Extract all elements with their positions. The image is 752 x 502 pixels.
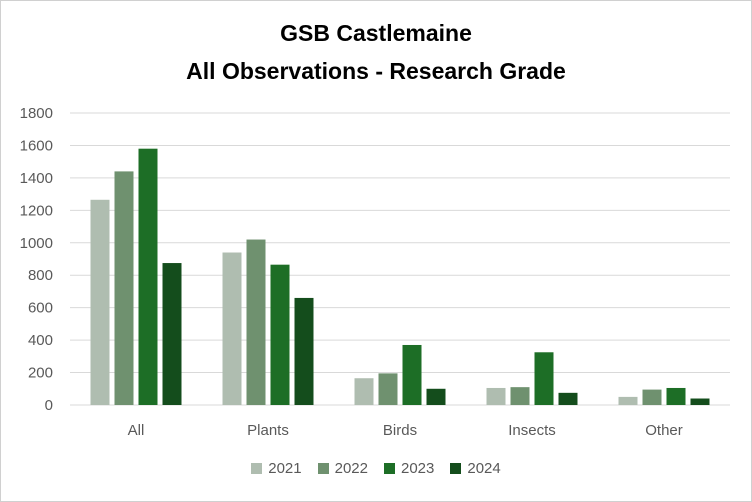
bar-all-2024 [162, 263, 182, 405]
bar-insects-2024 [558, 392, 578, 405]
bar-insects-2023 [534, 352, 554, 405]
bar-plants-2023 [270, 264, 290, 405]
legend-swatch [450, 463, 462, 474]
legend-label: 2022 [334, 460, 368, 477]
bar-other-2024 [690, 398, 710, 405]
x-category-label: Insects [508, 422, 556, 439]
legend-item: 2022 [317, 460, 368, 477]
legend-item: 2023 [384, 460, 434, 477]
y-tick-label: 0 [45, 397, 53, 414]
legend: 2021 2022 2023 2024 [0, 460, 752, 477]
bar-other-2022 [642, 389, 662, 405]
x-category-label: Other [645, 422, 683, 439]
bar-all-2021 [90, 199, 110, 405]
y-tick-label: 800 [28, 267, 53, 284]
bar-all-2023 [138, 148, 158, 405]
x-category-label: Birds [383, 422, 417, 439]
legend-swatch [384, 463, 395, 474]
legend-label: 2024 [467, 460, 501, 477]
legend-item: 2021 [251, 460, 302, 477]
bar-plants-2022 [246, 239, 266, 405]
bar-insects-2022 [510, 387, 530, 405]
bar-plants-2024 [294, 297, 314, 405]
bar-birds-2021 [354, 378, 374, 405]
chart-subtitle: All Observations - Research Grade [186, 58, 566, 84]
bar-birds-2023 [402, 344, 422, 405]
y-tick-label: 600 [28, 300, 53, 317]
legend-label: 2023 [401, 460, 435, 477]
bar-birds-2022 [378, 373, 398, 405]
y-tick-label: 1800 [20, 105, 53, 122]
bar-birds-2024 [426, 388, 446, 405]
bar-insects-2021 [486, 387, 506, 405]
bar-plants-2021 [222, 252, 242, 405]
bar-all-2022 [114, 171, 134, 405]
x-category-label: All [128, 422, 145, 439]
legend-swatch [317, 463, 329, 474]
y-tick-label: 1200 [20, 202, 53, 219]
bar-other-2021 [618, 396, 638, 405]
y-tick-label: 1400 [20, 170, 53, 187]
y-tick-label: 1000 [20, 235, 53, 252]
legend-swatch [251, 463, 263, 474]
legend-item: 2024 [450, 460, 501, 477]
chart-title: GSB Castlemaine [280, 20, 472, 46]
x-category-label: Plants [247, 422, 289, 439]
y-tick-label: 200 [28, 365, 53, 382]
bar-other-2023 [666, 387, 686, 405]
y-tick-label: 400 [28, 332, 53, 349]
y-tick-label: 1600 [20, 137, 53, 154]
legend-label: 2021 [268, 460, 302, 477]
